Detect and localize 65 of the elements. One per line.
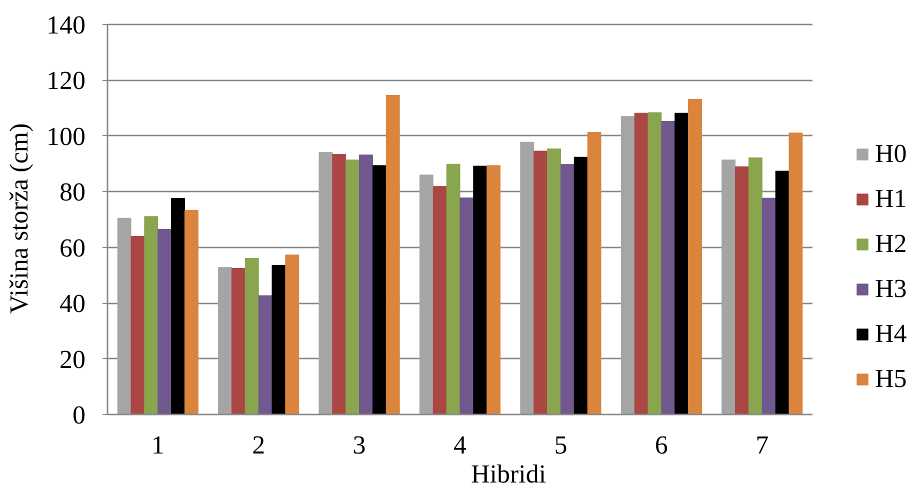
bar <box>158 229 172 414</box>
bar <box>272 264 286 414</box>
bar <box>620 116 635 414</box>
y-tick-label: 20 <box>60 344 86 374</box>
legend-label: H3 <box>875 274 907 304</box>
bar <box>634 112 648 414</box>
bar <box>534 150 548 414</box>
bar <box>318 152 333 414</box>
legend-label: H2 <box>875 229 907 259</box>
x-tick-label: 5 <box>554 430 568 460</box>
legend-label: H1 <box>875 184 907 214</box>
bar <box>486 165 501 414</box>
y-tick-label: 100 <box>46 122 86 151</box>
bar <box>762 198 776 414</box>
bar <box>560 164 574 414</box>
x-tick-label: 7 <box>756 430 769 460</box>
bar <box>688 98 702 414</box>
legend-label: H5 <box>875 364 907 394</box>
bar <box>735 166 749 414</box>
y-axis-title: Višina storža (cm) <box>4 123 34 314</box>
bar <box>473 166 488 414</box>
bar <box>346 160 360 414</box>
x-tick-label: 2 <box>252 430 266 460</box>
bar <box>460 198 474 414</box>
y-tick-label: 60 <box>60 233 86 262</box>
bar <box>722 160 736 414</box>
bar <box>386 95 400 414</box>
bar <box>218 267 232 414</box>
y-tick-label: 120 <box>46 66 86 96</box>
x-tick-label: 6 <box>654 430 668 460</box>
bar <box>144 216 158 414</box>
bar <box>184 210 198 414</box>
bar <box>359 154 373 414</box>
bar <box>674 112 689 414</box>
bar <box>258 295 272 414</box>
x-tick-label: 4 <box>454 430 466 460</box>
x-tick-label: 1 <box>151 430 164 460</box>
bar <box>587 132 602 414</box>
legend-label: H4 <box>875 319 907 349</box>
bar <box>244 258 259 414</box>
bar <box>332 154 346 414</box>
legend-label: H0 <box>875 139 907 169</box>
bar <box>520 142 534 414</box>
bar <box>171 198 185 414</box>
bar <box>748 157 762 414</box>
y-tick-label: 140 <box>46 10 86 40</box>
bar <box>574 156 588 414</box>
bar <box>419 174 434 414</box>
bar <box>661 120 676 414</box>
bar <box>285 254 300 414</box>
bar <box>432 186 447 414</box>
bar <box>130 236 145 414</box>
bar <box>547 148 561 414</box>
x-axis-title: Hibridi <box>470 460 546 488</box>
bar <box>446 164 460 414</box>
y-tick-label: 0 <box>72 400 86 430</box>
x-tick-label: 3 <box>352 430 366 460</box>
bar <box>231 268 246 414</box>
bar <box>775 170 790 414</box>
y-tick-label: 40 <box>60 289 86 318</box>
bar <box>117 218 132 414</box>
bar <box>648 112 662 414</box>
bar <box>788 132 803 414</box>
y-tick-label: 80 <box>60 178 86 207</box>
bar <box>372 165 386 414</box>
